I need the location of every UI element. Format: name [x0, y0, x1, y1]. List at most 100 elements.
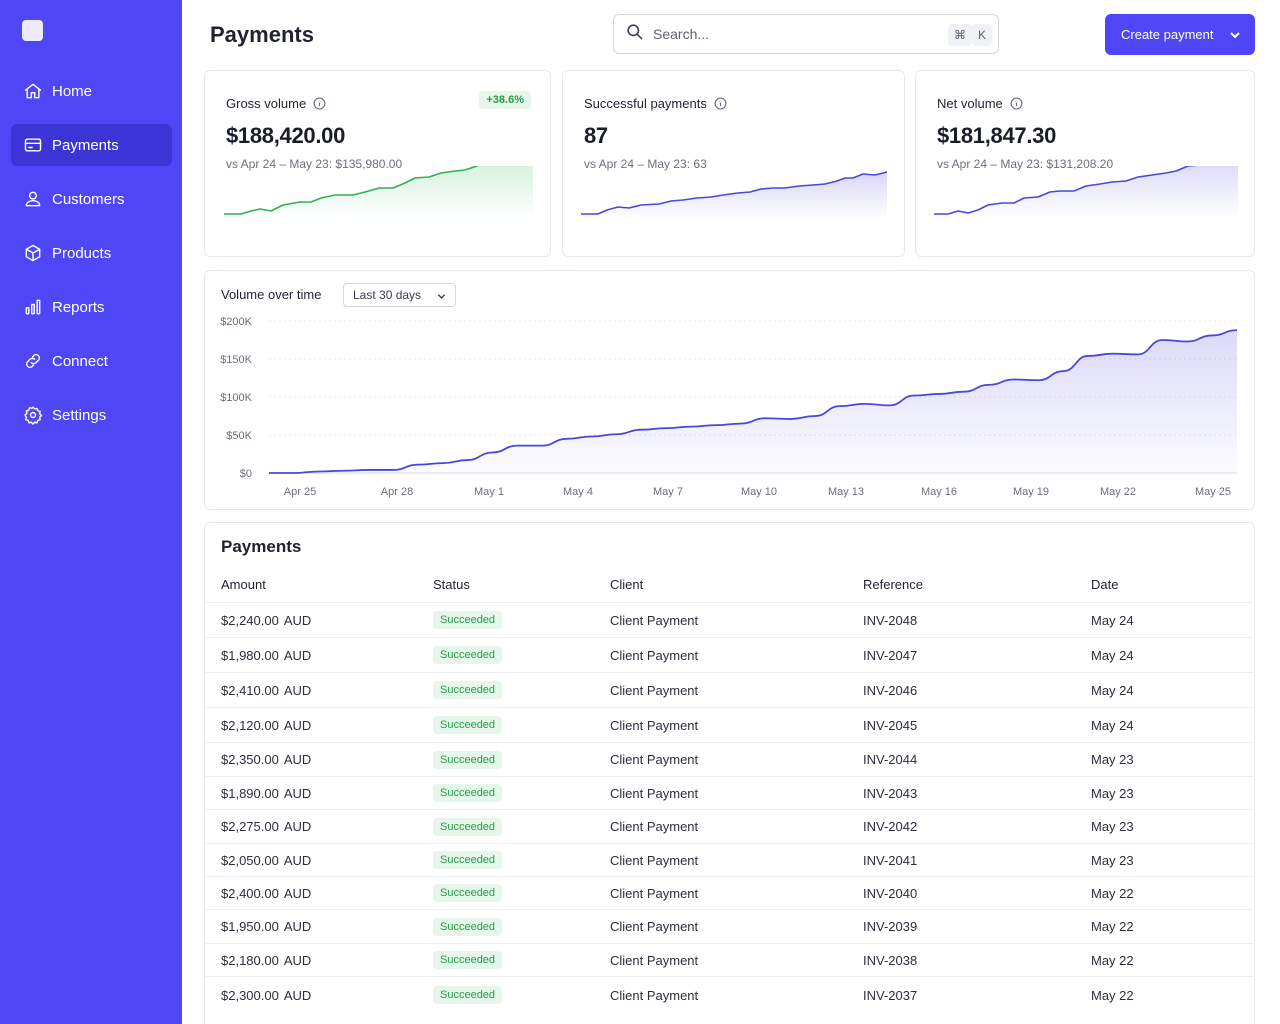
box-icon [23, 243, 43, 263]
status-badge: Succeeded [433, 716, 503, 734]
info-icon[interactable] [1010, 97, 1023, 110]
x-tick-label: May 16 [921, 486, 957, 498]
amount-value: $2,180.00 [221, 952, 279, 968]
sidebar-item-products[interactable]: Products [11, 232, 172, 274]
amount-cell: $2,050.00 AUD [221, 853, 311, 868]
metric-title-label: Gross volume [226, 96, 307, 111]
sidebar-item-home[interactable]: Home [11, 70, 172, 112]
amount-value: $2,120.00 [221, 717, 279, 733]
chevron-down-icon [437, 294, 446, 299]
date-range-select[interactable]: Last 30 days [343, 283, 456, 307]
status-cell: Succeeded [433, 646, 503, 664]
reference-cell: INV-2039 [863, 919, 918, 934]
table-row[interactable]: $1,950.00 AUD Succeeded Client Payment INV-2… [205, 909, 1255, 943]
table-row[interactable]: $2,350.00 AUD Succeeded Client Payment INV-2… [205, 742, 1255, 776]
sidebar-item-label: Home [52, 82, 93, 100]
status-cell: Succeeded [433, 681, 503, 699]
table-row[interactable]: $1,890.00 AUD Succeeded Client Payment INV-2… [205, 776, 1255, 809]
amount-value: $2,050.00 [221, 852, 279, 868]
column-header-status[interactable]: Status [433, 577, 470, 592]
date-cell: May 22 [1091, 919, 1134, 934]
table-row[interactable]: $2,050.00 AUD Succeeded Client Payment INV-2… [205, 843, 1255, 876]
bar-chart-icon [23, 297, 43, 317]
date-cell: May 24 [1091, 612, 1134, 628]
x-tick-label: May 4 [563, 486, 593, 498]
x-tick-label: May 13 [828, 486, 864, 498]
reference-cell: INV-2043 [863, 785, 918, 801]
amount-value: $2,400.00 [221, 885, 279, 901]
page-title: Payments [210, 22, 314, 47]
search-input[interactable] [653, 26, 933, 42]
link-icon [23, 351, 43, 371]
table-row[interactable]: $2,410.00 AUD Succeeded Client Payment INV-2… [205, 672, 1255, 707]
client-cell: Client Payment [610, 752, 699, 767]
amount-cell: $2,300.00 AUD [221, 988, 311, 1003]
currency-code: AUD [283, 885, 312, 901]
client-cell: Client Payment [610, 952, 699, 968]
client-cell: Client Payment [610, 717, 699, 733]
reference-cell: INV-2041 [863, 852, 918, 868]
y-tick-label: $0 [240, 468, 252, 480]
status-badge: Succeeded [433, 784, 503, 802]
table-row[interactable]: $2,400.00 AUD Succeeded Client Payment INV-2… [205, 876, 1255, 909]
table-row[interactable]: $2,120.00 AUD Succeeded Client Payment INV-2… [205, 707, 1255, 742]
column-header-client[interactable]: Client [610, 577, 644, 592]
metric-compare: vs Apr 24 – May 23: $131,208.20 [937, 157, 1114, 171]
app-logo[interactable] [22, 20, 43, 41]
status-badge: Succeeded [433, 986, 503, 1004]
table-row[interactable]: $2,275.00 AUD Succeeded Client Payment INV-2… [205, 809, 1255, 843]
reference-cell: INV-2048 [863, 612, 918, 628]
reference-cell: INV-2044 [863, 752, 918, 767]
column-header-reference[interactable]: Reference [863, 577, 923, 592]
date-cell: May 24 [1091, 682, 1134, 698]
column-header-date[interactable]: Date [1091, 577, 1119, 592]
sidebar-item-payments[interactable]: Payments [11, 124, 172, 166]
sidebar-item-reports[interactable]: Reports [11, 286, 172, 328]
status-badge: Succeeded [433, 646, 503, 664]
table-row[interactable]: $2,180.00 AUD Succeeded Client Payment INV-2… [205, 943, 1255, 976]
date-range-value: Last 30 days [353, 288, 422, 302]
amount-cell: $1,890.00 AUD [221, 786, 311, 801]
x-tick-label: Apr 25 [284, 486, 316, 498]
status-cell: Succeeded [433, 750, 503, 769]
home-icon [23, 81, 43, 101]
table-row[interactable]: $2,300.00 AUD Succeeded Client Payment INV-2… [205, 976, 1255, 1013]
status-badge: Succeeded [433, 611, 503, 629]
table-row[interactable]: $2,240.00 AUD Succeeded Client Payment INV-2… [205, 602, 1255, 637]
metric-card-successful-payments: Successful payments 87 vs Apr 24 – May 2… [562, 70, 905, 257]
info-icon[interactable] [714, 97, 727, 110]
y-tick-label: $100K [220, 392, 252, 404]
metric-value: $188,420.00 [226, 123, 346, 148]
gross-volume-sparkline [224, 166, 533, 219]
amount-value: $1,890.00 [221, 785, 279, 801]
x-tick-label: May 25 [1195, 486, 1231, 498]
sidebar-item-label: Customers [52, 190, 125, 208]
status-cell: Succeeded [433, 917, 503, 936]
sidebar-item-connect[interactable]: Connect [11, 340, 172, 382]
info-icon[interactable] [313, 97, 326, 110]
currency-code: AUD [283, 785, 312, 801]
currency-code: AUD [283, 717, 312, 733]
metric-title-label: Net volume [937, 96, 1003, 111]
amount-value: $2,300.00 [221, 987, 279, 1003]
currency-code: AUD [283, 852, 312, 868]
amount-cell: $1,950.00 AUD [221, 919, 311, 934]
payments-table: Payments Amount Status Client Reference … [204, 522, 1255, 1024]
shortcut-key-cmd: ⌘ [948, 24, 972, 46]
search-bar[interactable]: ⌘ K [613, 14, 999, 54]
amount-value: $2,240.00 [221, 612, 279, 628]
sidebar-item-settings[interactable]: Settings [11, 394, 172, 436]
volume-area [269, 330, 1237, 473]
amount-cell: $2,240.00 AUD [221, 613, 311, 628]
currency-code: AUD [283, 647, 312, 663]
amount-value: $2,350.00 [221, 752, 279, 767]
column-header-amount[interactable]: Amount [221, 577, 266, 592]
date-cell: May 22 [1091, 952, 1134, 968]
table-row[interactable]: $1,980.00 AUD Succeeded Client Payment INV-2… [205, 637, 1255, 672]
metric-card-net-volume: Net volume $181,847.30 vs Apr 24 – May 2… [915, 70, 1255, 257]
delta-badge: +38.6% [479, 91, 531, 109]
sidebar-item-label: Settings [52, 406, 107, 424]
metric-compare: vs Apr 24 – May 23: 63 [584, 157, 707, 171]
create-payment-button[interactable]: Create payment [1105, 14, 1255, 55]
sidebar-item-customers[interactable]: Customers [11, 178, 172, 220]
